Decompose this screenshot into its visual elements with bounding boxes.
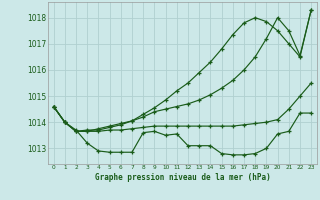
X-axis label: Graphe pression niveau de la mer (hPa): Graphe pression niveau de la mer (hPa) <box>94 173 270 182</box>
